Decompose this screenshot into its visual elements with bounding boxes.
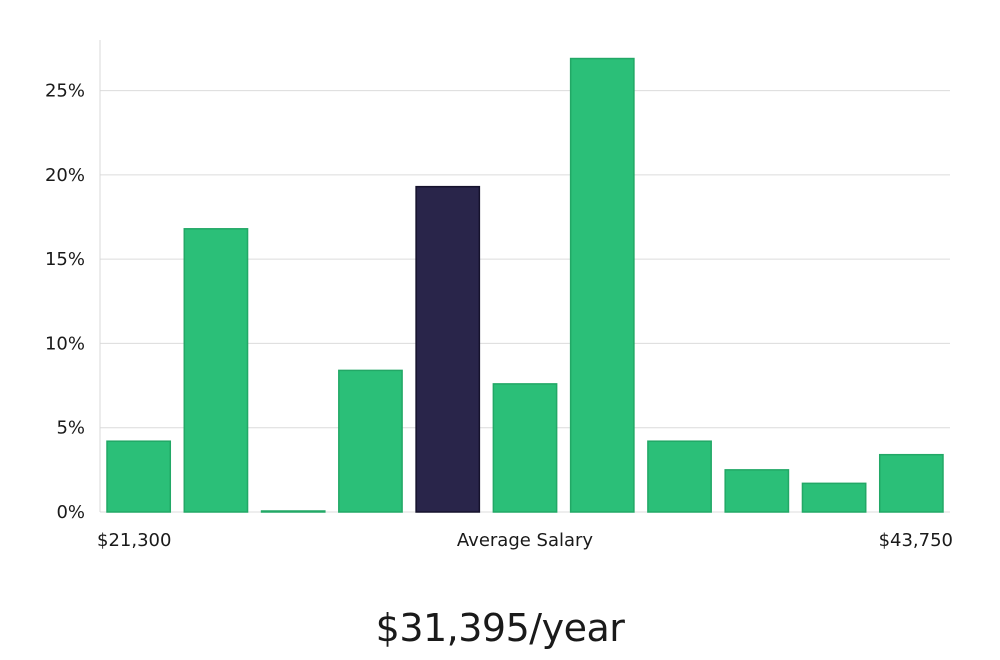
bar bbox=[338, 369, 403, 513]
bar bbox=[801, 482, 867, 513]
x-max-label: $43,750 bbox=[879, 530, 953, 551]
y-tick-label: 0% bbox=[56, 502, 85, 523]
y-tick-label: 25% bbox=[45, 81, 85, 102]
bar bbox=[569, 57, 635, 513]
bar-highlight bbox=[415, 185, 481, 513]
x-min-label: $21,300 bbox=[97, 530, 171, 551]
y-axis-ticks: 0% 5% 10% 15% 20% 25% bbox=[45, 81, 85, 523]
bar bbox=[183, 228, 249, 513]
bar bbox=[878, 453, 944, 513]
y-tick-label: 20% bbox=[45, 165, 85, 186]
bar bbox=[260, 510, 326, 513]
y-tick-label: 10% bbox=[45, 333, 85, 354]
bar bbox=[724, 469, 790, 513]
y-tick-label: 15% bbox=[45, 249, 85, 270]
y-tick-label: 5% bbox=[56, 418, 85, 439]
bar bbox=[492, 383, 558, 513]
x-axis-title: Average Salary bbox=[457, 530, 594, 551]
bars bbox=[106, 57, 944, 513]
bar bbox=[106, 440, 172, 513]
bar bbox=[647, 440, 712, 513]
average-salary-value: $31,395/year bbox=[375, 606, 625, 650]
salary-histogram: 0%5%10%15%20%25% $21,300 Average Salary … bbox=[45, 40, 953, 551]
